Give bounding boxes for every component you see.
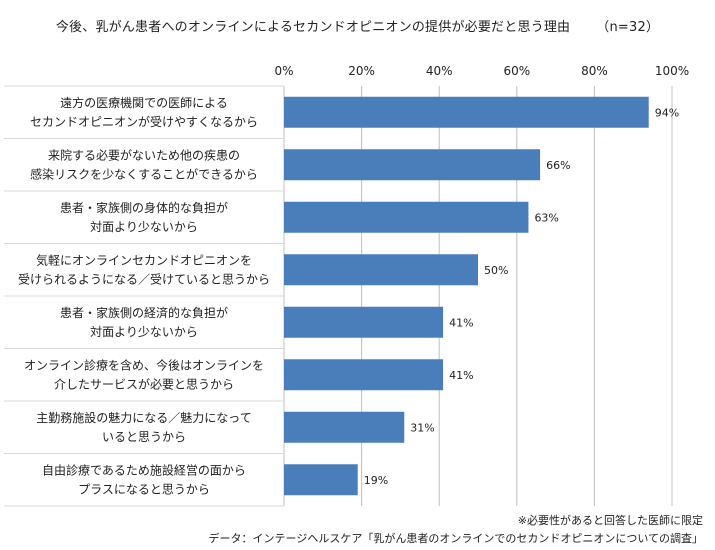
- data-label: 63%: [534, 211, 558, 224]
- x-tick-label: 80%: [581, 64, 608, 78]
- bar: [284, 254, 478, 286]
- data-label: 50%: [484, 264, 508, 277]
- bar-chart: 0% 20% 40% 60% 80% 100% 94% 遠方の医療機関での医師によるセカンドオ…: [4, 64, 689, 507]
- source-note: データ：インテージヘルスケア「乳がん患者のオンラインでのセカンドオピニオンについ…: [208, 532, 703, 545]
- category-label: 遠方の医療機関での医師による: [60, 95, 228, 110]
- bar: [284, 149, 541, 181]
- x-tick-label: 100%: [655, 64, 689, 78]
- x-tick-label: 0%: [274, 64, 293, 78]
- sample-size: （n=32）: [596, 20, 660, 35]
- chart-title-text: 今後、乳がん患者へのオンラインによるセカンドオピニオンの提供が必要だと思う理由: [55, 20, 571, 35]
- chart-title: 今後、乳がん患者へのオンラインによるセカンドオピニオンの提供が必要だと思う理由 （…: [0, 16, 715, 35]
- data-label: 31%: [410, 421, 434, 434]
- grid-layer: [283, 86, 673, 506]
- category-label: 主勤務施設の魅力になる／魅力になって: [36, 410, 251, 425]
- category-label: 対面より少ないから: [90, 325, 198, 339]
- x-tick-label: 60%: [503, 64, 530, 78]
- category-label: 患者・家族側の経済的な負担が: [60, 305, 228, 320]
- data-label: 94%: [655, 106, 679, 119]
- bar: [284, 96, 649, 128]
- bar: [284, 306, 444, 338]
- category-separators: [4, 85, 284, 507]
- category-label: 介したサービスが必要と思うから: [54, 376, 234, 391]
- bar: [284, 201, 529, 233]
- data-label: 41%: [449, 316, 473, 329]
- bar: [284, 411, 405, 443]
- category-label: いると思うから: [102, 430, 186, 444]
- data-label: 19%: [364, 474, 388, 487]
- footnote: ※必要性があると回答した医師に限定: [517, 514, 703, 527]
- bar: [284, 464, 358, 496]
- x-tick-label: 40%: [426, 64, 453, 78]
- category-label: 感染リスクを少なくすることができるから: [30, 166, 258, 181]
- x-tick-label: 20%: [348, 64, 375, 78]
- category-label: オンライン診療を含め、今後はオンラインを: [24, 357, 264, 372]
- category-label: 対面より少ないから: [90, 220, 198, 234]
- labels: 0% 20% 40% 60% 80% 100% 94% 遠方の医療機関での医師によるセカンドオ…: [18, 64, 689, 496]
- category-label: 患者・家族側の身体的な負担が: [60, 200, 228, 215]
- category-label: セカンドオピニオンが受けやすくなるから: [30, 114, 258, 129]
- bars: [284, 96, 649, 496]
- category-label: 気軽にオンラインセカンドオピニオンを: [36, 252, 252, 267]
- data-label: 66%: [546, 159, 570, 172]
- category-label: 受けられるようになる／受けていると思うから: [18, 272, 270, 286]
- data-label: 41%: [449, 369, 473, 382]
- category-label: 来院する必要がないため他の疾患の: [48, 147, 240, 162]
- bar: [284, 359, 444, 391]
- category-label: プラスになると思うから: [78, 482, 210, 496]
- category-label: 自由診療であるため施設経営の面から: [42, 462, 246, 477]
